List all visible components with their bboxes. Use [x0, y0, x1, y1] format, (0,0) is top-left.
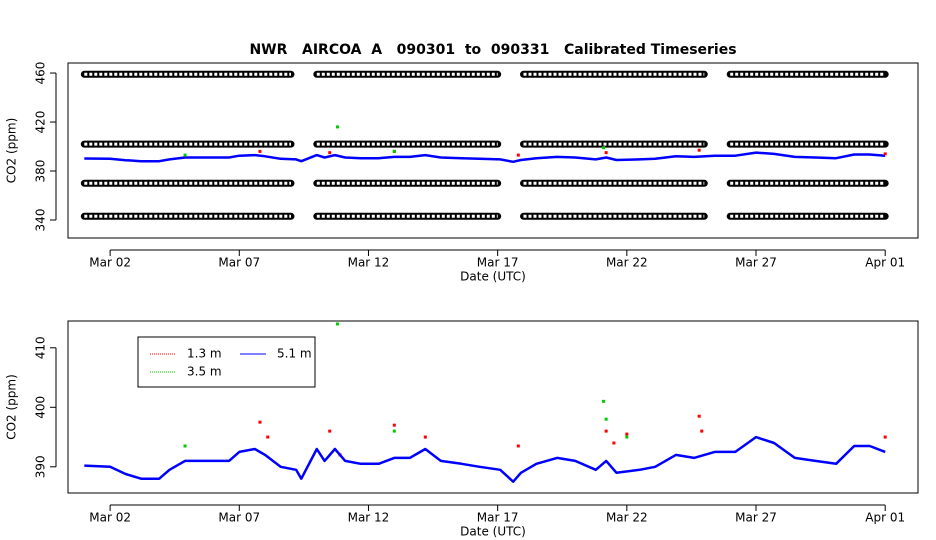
data-point: [604, 429, 608, 433]
x-tick-label: Mar 17: [477, 256, 519, 270]
x-tick-label: Mar 12: [348, 256, 390, 270]
data-point: [516, 153, 520, 157]
x-tick-label: Mar 22: [606, 511, 648, 525]
legend-label: 5.1 m: [277, 347, 312, 361]
data-point: [602, 146, 606, 150]
y-tick-label: 380: [34, 160, 48, 183]
plot-frame: [67, 62, 919, 239]
data-point: [392, 423, 396, 427]
x-tick-label: Mar 07: [218, 511, 260, 525]
x-tick-label: Mar 02: [89, 256, 131, 270]
x-tick-label: Mar 12: [348, 511, 390, 525]
x-tick-label: Apr 01: [865, 256, 905, 270]
data-point: [625, 432, 629, 436]
data-point: [266, 435, 270, 439]
plot-area: [84, 322, 887, 483]
x-tick-label: Mar 22: [606, 256, 648, 270]
data-point: [625, 435, 629, 439]
data-line: [84, 435, 886, 483]
data-point: [392, 149, 396, 153]
x-tick-label: Mar 17: [477, 511, 519, 525]
y-tick-label: 340: [34, 209, 48, 232]
y-tick-label: 390: [34, 455, 48, 478]
data-point: [612, 441, 616, 445]
plot-frame: [67, 320, 919, 494]
data-point: [602, 399, 606, 403]
data-point: [183, 153, 187, 157]
data-point: [700, 429, 704, 433]
x-axis-label: Date (UTC): [460, 270, 526, 284]
data-line: [84, 151, 886, 164]
x-tick-label: Mar 27: [735, 256, 777, 270]
x-tick-label: Mar 02: [89, 511, 131, 525]
y-tick-label: 460: [34, 62, 48, 85]
x-tick-label: Apr 01: [865, 511, 905, 525]
y-axis-label: CO2 (ppm): [5, 374, 19, 440]
data-point: [883, 152, 887, 156]
data-point: [516, 444, 520, 448]
data-point: [697, 148, 701, 152]
plot-area: [80, 70, 889, 220]
y-tick-label: 410: [34, 336, 48, 359]
data-point: [335, 322, 339, 326]
data-point: [423, 435, 427, 439]
y-tick-label: 420: [34, 111, 48, 134]
data-point: [604, 417, 608, 421]
legend-label: 1.3 m: [187, 347, 222, 361]
data-point: [183, 444, 187, 448]
data-point: [328, 151, 332, 155]
data-point: [328, 429, 332, 433]
x-tick-label: Mar 27: [735, 511, 777, 525]
legend-box: [137, 336, 316, 388]
y-axis-label: CO2 (ppm): [5, 118, 19, 184]
data-point: [392, 429, 396, 433]
data-point: [697, 414, 701, 418]
data-point: [258, 149, 262, 153]
data-point: [335, 125, 339, 129]
data-point: [258, 420, 262, 424]
data-point: [604, 151, 608, 155]
y-tick-label: 400: [34, 396, 48, 419]
x-tick-label: Mar 07: [218, 256, 260, 270]
chart-title: NWR AIRCOA A 090301 to 090331 Calibrated…: [249, 42, 736, 58]
legend-label: 3.5 m: [187, 365, 222, 379]
x-axis-label: Date (UTC): [460, 525, 526, 539]
data-point: [883, 435, 887, 439]
